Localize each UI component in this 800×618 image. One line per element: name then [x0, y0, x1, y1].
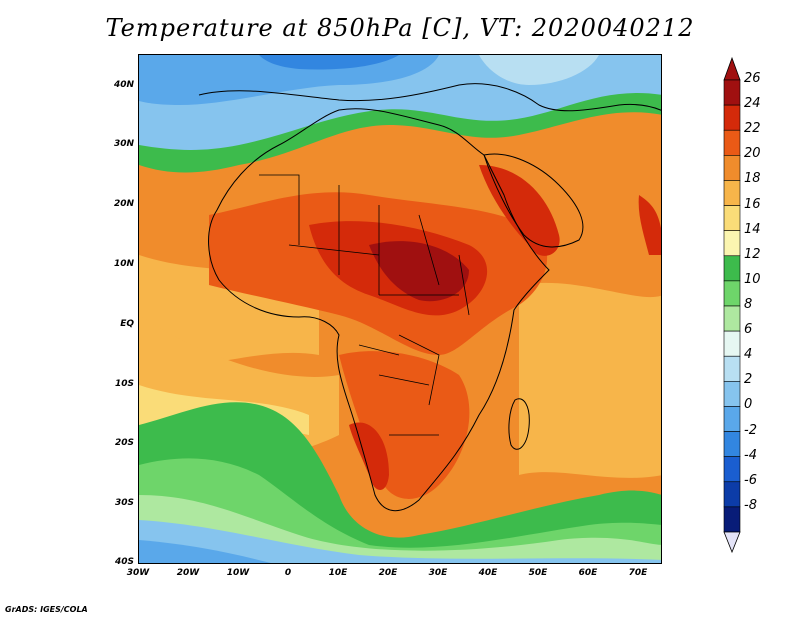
lon-label: 40E	[478, 568, 498, 578]
lon-label: 20E	[378, 568, 398, 578]
lat-label: 30S	[114, 498, 134, 508]
map-region	[139, 520, 661, 563]
lat-label: 20N	[113, 199, 134, 209]
colorbar-segment	[723, 330, 741, 357]
colorbar-segment	[723, 155, 741, 181]
lon-label: 0	[284, 568, 292, 578]
colorbar-label: 4	[744, 347, 753, 363]
colorbar-label: 12	[744, 246, 761, 262]
colorbar-segment	[723, 230, 741, 257]
colorbar-label: 14	[744, 221, 761, 237]
colorbar-label: 10	[744, 271, 761, 287]
colorbar-segment	[723, 456, 741, 483]
map-region	[519, 282, 661, 478]
temperature-map	[138, 54, 662, 564]
colorbar-label: 24	[744, 96, 761, 112]
lon-label: 30W	[126, 568, 150, 578]
colorbar-label: 18	[744, 171, 761, 187]
colorbar-arrow-top	[723, 56, 741, 81]
colorbar-label: -2	[744, 422, 757, 438]
colorbar-segment	[723, 280, 741, 307]
colorbar-segment	[723, 79, 741, 106]
map-region	[479, 165, 560, 256]
colorbar-label: 2	[744, 372, 753, 388]
lat-label: EQ	[120, 319, 134, 329]
map-region	[638, 195, 661, 255]
credit-label: GrADS: IGES/COLA	[5, 605, 88, 614]
colorbar-label: -6	[744, 472, 757, 488]
colorbar-segment	[723, 506, 741, 533]
lat-label: 40S	[114, 557, 134, 567]
lat-label: 30N	[113, 139, 134, 149]
lon-label: 50E	[528, 568, 548, 578]
colorbar-segment	[723, 205, 741, 231]
lon-label: 10W	[226, 568, 250, 578]
colorbar-label: 22	[744, 121, 761, 137]
map-region	[369, 241, 469, 302]
lon-label: 20W	[176, 568, 200, 578]
lon-label: 60E	[578, 568, 598, 578]
colorbar-segment	[723, 180, 741, 206]
colorbar-segment	[723, 305, 741, 332]
map-region	[349, 422, 389, 490]
map-region	[259, 55, 399, 70]
colorbar-label: 20	[744, 146, 761, 162]
colorbar-label: 16	[744, 196, 761, 212]
colorbar-segment	[723, 381, 741, 407]
coastline-europe	[198, 83, 661, 112]
lon-label: 10E	[328, 568, 348, 578]
colorbar-segment	[723, 406, 741, 432]
lon-label: 70E	[628, 568, 648, 578]
colorbar-segment	[723, 255, 741, 282]
lat-label: 10S	[114, 379, 134, 389]
colorbar-segment	[723, 355, 741, 382]
lat-label: 20S	[114, 438, 134, 448]
colorbar	[723, 56, 741, 554]
lat-label: 40N	[113, 80, 134, 90]
colorbar-label: -4	[744, 447, 757, 463]
colorbar-segment	[723, 129, 741, 156]
colorbar-arrow-bottom	[723, 531, 741, 554]
colorbar-segment	[723, 481, 741, 508]
colorbar-segment	[723, 104, 741, 131]
country-borders	[259, 174, 470, 436]
map-region	[339, 351, 470, 499]
map-region	[479, 55, 599, 85]
chart-title: Temperature at 850hPa [C], VT: 202004021…	[105, 14, 695, 42]
colorbar-label: 0	[744, 397, 753, 413]
lon-label: 30E	[428, 568, 448, 578]
coastline-africa	[208, 108, 550, 512]
colorbar-label: 8	[744, 297, 753, 312]
colorbar-label: 26	[744, 71, 761, 86]
colorbar-label: 6	[744, 322, 753, 338]
lat-label: 10N	[113, 259, 134, 269]
map-region	[139, 540, 271, 563]
map-svg	[139, 55, 661, 563]
colorbar-segment	[723, 431, 741, 457]
coastline-madagascar	[508, 398, 530, 450]
coastline-arabia	[483, 153, 584, 248]
colorbar-label: -8	[744, 497, 757, 513]
